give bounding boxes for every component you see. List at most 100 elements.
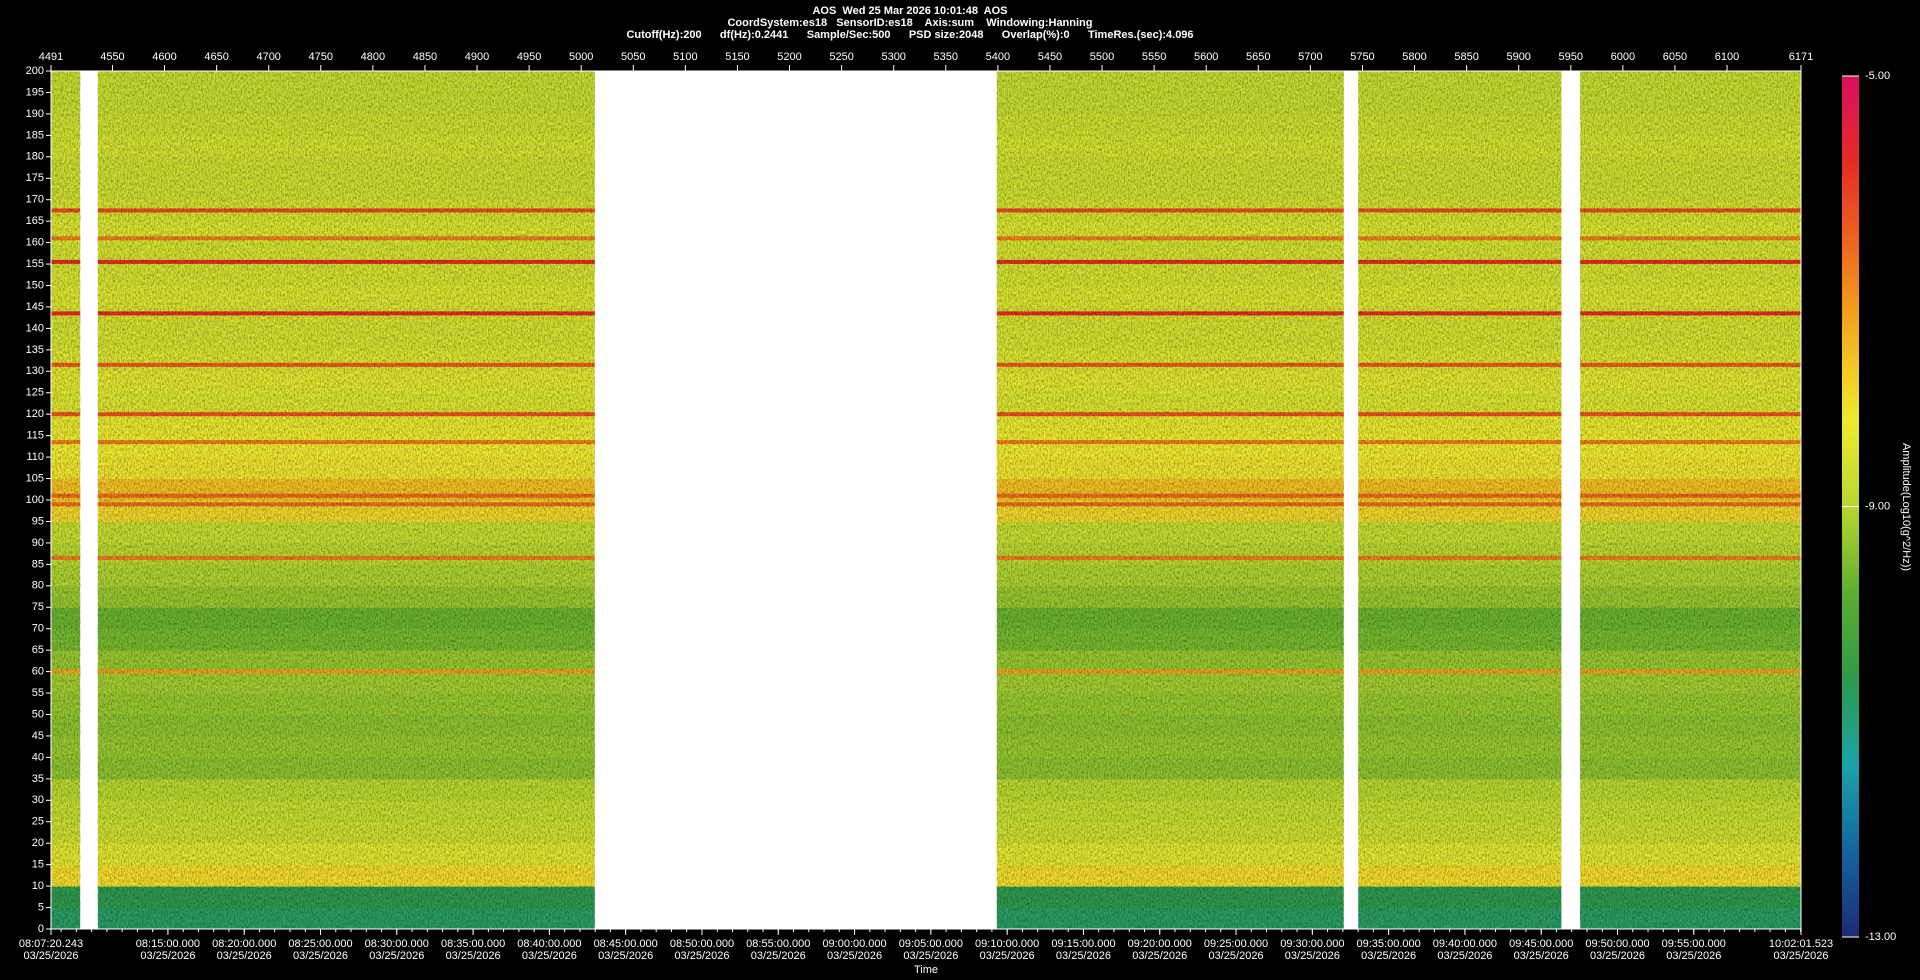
x-tick-label: 4491 bbox=[39, 51, 63, 63]
y-tick-label: 130 bbox=[26, 365, 44, 377]
colorbar-label: Amplitude(Log10(g^2/Hz)) bbox=[1900, 443, 1912, 571]
time-tick-label: 09:25:00.000 bbox=[1204, 938, 1268, 950]
time-tick-label: 09:05:00.000 bbox=[899, 938, 963, 950]
date-tick-label: 03/25/2026 bbox=[369, 950, 424, 962]
date-tick-label: 03/25/2026 bbox=[293, 950, 348, 962]
y-tick-label: 165 bbox=[26, 215, 44, 227]
y-tick-label: 45 bbox=[32, 730, 44, 742]
y-tick-label: 135 bbox=[26, 344, 44, 356]
x-tick-label: 4600 bbox=[152, 51, 176, 63]
y-tick-label: 10 bbox=[32, 880, 44, 892]
y-tick-label: 200 bbox=[26, 65, 44, 77]
y-tick-label: 190 bbox=[26, 108, 44, 120]
y-tick-label: 40 bbox=[32, 751, 44, 763]
y-tick-label: 55 bbox=[32, 687, 44, 699]
time-tick-label: 08:20:00.000 bbox=[212, 938, 276, 950]
x-tick-label: 5500 bbox=[1090, 51, 1114, 63]
colorbar-tick-label: -9.00 bbox=[1865, 500, 1890, 512]
y-tick-label: 50 bbox=[32, 708, 44, 720]
y-tick-label: 155 bbox=[26, 258, 44, 270]
y-tick-label: 120 bbox=[26, 408, 44, 420]
y-tick-label: 85 bbox=[32, 558, 44, 570]
x-tick-label: 6000 bbox=[1611, 51, 1635, 63]
date-tick-label: 03/25/2026 bbox=[1514, 950, 1569, 962]
date-tick-label: 03/25/2026 bbox=[1361, 950, 1416, 962]
x-tick-label: 5900 bbox=[1506, 51, 1530, 63]
date-tick-label: 03/25/2026 bbox=[1056, 950, 1111, 962]
date-tick-label: 03/25/2026 bbox=[23, 950, 78, 962]
texture bbox=[996, 71, 1344, 929]
x-tick-label: 5850 bbox=[1454, 51, 1478, 63]
y-tick-label: 175 bbox=[26, 172, 44, 184]
x-tick-label: 4950 bbox=[517, 51, 541, 63]
title-line: Cutoff(Hz):200 df(Hz):0.2441 Sample/Sec:… bbox=[626, 29, 1193, 41]
time-tick-label: 09:45:00.000 bbox=[1509, 938, 1573, 950]
time-tick-label: 10:02:01.523 bbox=[1769, 938, 1833, 950]
time-tick-label: 09:50:00.000 bbox=[1585, 938, 1649, 950]
x-tick-label: 5450 bbox=[1038, 51, 1062, 63]
date-tick-label: 03/25/2026 bbox=[751, 950, 806, 962]
y-tick-label: 60 bbox=[32, 666, 44, 678]
x-tick-label: 5800 bbox=[1402, 51, 1426, 63]
texture bbox=[97, 71, 595, 929]
x-tick-label: 5000 bbox=[569, 51, 593, 63]
time-tick-label: 08:45:00.000 bbox=[594, 938, 658, 950]
x-axis-label: Time bbox=[914, 964, 938, 976]
date-tick-label: 03/25/2026 bbox=[1773, 950, 1828, 962]
x-tick-label: 5250 bbox=[829, 51, 853, 63]
x-tick-label: 5100 bbox=[673, 51, 697, 63]
time-tick-label: 08:50:00.000 bbox=[670, 938, 734, 950]
y-tick-label: 15 bbox=[32, 859, 44, 871]
y-tick-label: 30 bbox=[32, 794, 44, 806]
y-tick-label: 180 bbox=[26, 151, 44, 163]
x-tick-label: 6050 bbox=[1663, 51, 1687, 63]
y-tick-label: 140 bbox=[26, 322, 44, 334]
x-tick-label: 5600 bbox=[1194, 51, 1218, 63]
colorbar-tick-label: -13.00 bbox=[1865, 931, 1896, 943]
y-tick-label: 80 bbox=[32, 580, 44, 592]
y-tick-label: 110 bbox=[26, 451, 44, 463]
spectrogram bbox=[51, 71, 1801, 930]
y-tick-label: 145 bbox=[26, 301, 44, 313]
title-line: CoordSystem:es18 SensorID:es18 Axis:sum … bbox=[727, 17, 1092, 29]
title-line: AOS Wed 25 Mar 2026 10:01:48 AOS bbox=[812, 5, 1007, 17]
x-tick-label: 6171 bbox=[1789, 51, 1813, 63]
y-tick-label: 35 bbox=[32, 773, 44, 785]
date-tick-label: 03/25/2026 bbox=[903, 950, 958, 962]
y-tick-label: 105 bbox=[26, 472, 44, 484]
x-tick-label: 6100 bbox=[1715, 51, 1739, 63]
date-tick-label: 03/25/2026 bbox=[1437, 950, 1492, 962]
texture bbox=[1580, 71, 1801, 929]
y-tick-label: 125 bbox=[26, 387, 44, 399]
texture bbox=[51, 71, 81, 929]
x-tick-label: 5650 bbox=[1246, 51, 1270, 63]
y-tick-label: 95 bbox=[32, 515, 44, 527]
x-tick-label: 4700 bbox=[256, 51, 280, 63]
date-tick-label: 03/25/2026 bbox=[446, 950, 501, 962]
time-tick-label: 09:30:00.000 bbox=[1280, 938, 1344, 950]
date-tick-label: 03/25/2026 bbox=[140, 950, 195, 962]
y-tick-label: 100 bbox=[26, 494, 44, 506]
date-tick-label: 03/25/2026 bbox=[598, 950, 653, 962]
time-tick-label: 08:35:00.000 bbox=[441, 938, 505, 950]
date-tick-label: 03/25/2026 bbox=[1132, 950, 1187, 962]
date-tick-label: 03/25/2026 bbox=[1209, 950, 1264, 962]
texture bbox=[1358, 71, 1562, 929]
y-tick-label: 150 bbox=[26, 279, 44, 291]
date-tick-label: 03/25/2026 bbox=[217, 950, 272, 962]
x-tick-label: 5550 bbox=[1142, 51, 1166, 63]
x-tick-label: 5950 bbox=[1559, 51, 1583, 63]
date-tick-label: 03/25/2026 bbox=[980, 950, 1035, 962]
y-tick-label: 20 bbox=[32, 837, 44, 849]
plot-frame bbox=[50, 70, 1802, 930]
date-tick-label: 03/25/2026 bbox=[1666, 950, 1721, 962]
x-tick-label: 5350 bbox=[934, 51, 958, 63]
x-tick-label: 4650 bbox=[204, 51, 228, 63]
y-tick-label: 75 bbox=[32, 601, 44, 613]
x-tick-label: 5150 bbox=[725, 51, 749, 63]
x-tick-label: 5300 bbox=[881, 51, 905, 63]
y-tick-label: 65 bbox=[32, 644, 44, 656]
x-tick-label: 4750 bbox=[309, 51, 333, 63]
